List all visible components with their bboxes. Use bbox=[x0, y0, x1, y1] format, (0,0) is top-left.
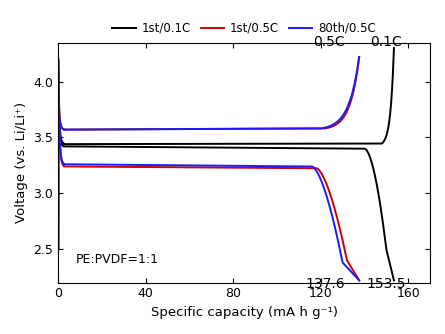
1st/0.5C bbox=[108, 127, 113, 131]
1st/0.1C bbox=[184, 142, 190, 146]
X-axis label: Specific capacity (mA h g⁻¹): Specific capacity (mA h g⁻¹) bbox=[151, 306, 338, 319]
1st/0.5C bbox=[356, 55, 362, 59]
80th/0.5C bbox=[184, 127, 190, 131]
1st/0.1C bbox=[94, 142, 99, 146]
1st/0.1C bbox=[384, 130, 390, 134]
Line: 80th/0.5C: 80th/0.5C bbox=[58, 57, 359, 249]
1st/0.1C bbox=[114, 142, 119, 146]
80th/0.5C bbox=[318, 127, 324, 131]
Text: 0.5C: 0.5C bbox=[314, 35, 345, 49]
Line: 1st/0.1C: 1st/0.1C bbox=[58, 48, 394, 249]
1st/0.5C bbox=[90, 128, 95, 132]
Text: 137.6: 137.6 bbox=[305, 277, 345, 291]
80th/0.5C bbox=[351, 88, 356, 92]
1st/0.1C bbox=[348, 142, 354, 146]
1st/0.5C bbox=[184, 127, 190, 131]
Y-axis label: Voltage (vs. Li/Li⁺): Voltage (vs. Li/Li⁺) bbox=[15, 102, 28, 223]
1st/0.5C bbox=[351, 90, 356, 94]
Line: 1st/0.5C: 1st/0.5C bbox=[58, 57, 359, 249]
1st/0.5C bbox=[56, 247, 61, 251]
1st/0.1C bbox=[391, 46, 396, 50]
1st/0.1C bbox=[199, 142, 204, 146]
80th/0.5C bbox=[108, 127, 113, 131]
Legend: 1st/0.1C, 1st/0.5C, 80th/0.5C: 1st/0.1C, 1st/0.5C, 80th/0.5C bbox=[108, 17, 380, 40]
1st/0.5C bbox=[318, 127, 324, 131]
Text: 153.5: 153.5 bbox=[367, 277, 406, 291]
Text: 0.1C: 0.1C bbox=[370, 35, 402, 49]
80th/0.5C bbox=[356, 55, 362, 59]
1st/0.5C bbox=[171, 127, 176, 131]
1st/0.1C bbox=[56, 247, 61, 251]
80th/0.5C bbox=[171, 127, 176, 131]
80th/0.5C bbox=[90, 128, 95, 132]
80th/0.5C bbox=[56, 247, 61, 251]
Text: PE:PVDF=1:1: PE:PVDF=1:1 bbox=[76, 253, 159, 266]
